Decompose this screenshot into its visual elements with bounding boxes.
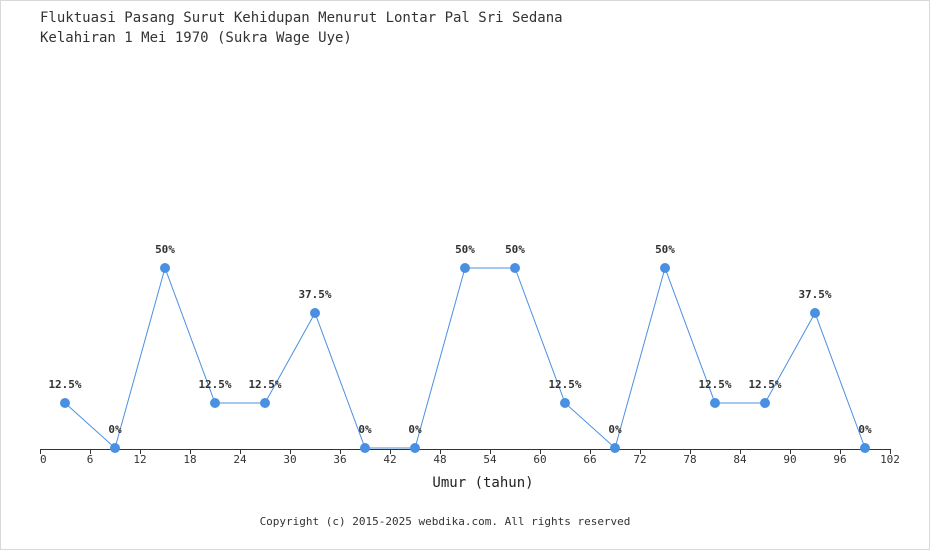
data-label: 0% (858, 423, 872, 436)
data-label: 37.5% (298, 288, 331, 301)
x-axis: 0 6 12 18 24 30 36 42 48 54 60 66 72 78 84 90 96 102 (40, 449, 900, 466)
x-tick-label: 66 (583, 453, 596, 466)
data-label: 0% (108, 423, 122, 436)
data-label: 37.5% (798, 288, 831, 301)
chart-subtitle: Kelahiran 1 Mei 1970 (Sukra Wage Uye) (40, 30, 352, 46)
data-point (260, 398, 270, 408)
data-label: 12.5% (48, 378, 81, 391)
data-point (310, 308, 320, 318)
data-label: 50% (655, 243, 675, 256)
data-point (360, 443, 370, 453)
x-axis-label: Umur (tahun) (432, 475, 533, 491)
series-line-group: 12.5% 0% 50% 12.5% 12.5% 37.5% 0% 0% 50% 50% 12.5%… (48, 243, 872, 453)
data-point (160, 263, 170, 273)
x-tick-label: 96 (833, 453, 846, 466)
data-label: 0% (408, 423, 422, 436)
data-label: 12.5% (198, 378, 231, 391)
data-point (110, 443, 120, 453)
x-tick-label: 102 (880, 453, 900, 466)
x-tick-label: 18 (183, 453, 196, 466)
data-label: 0% (608, 423, 622, 436)
data-label: 12.5% (698, 378, 731, 391)
x-tick-label: 48 (433, 453, 446, 466)
x-tick-label: 90 (783, 453, 796, 466)
data-label: 12.5% (748, 378, 781, 391)
data-point (810, 308, 820, 318)
x-tick-label: 6 (87, 453, 94, 466)
x-tick-label: 72 (633, 453, 646, 466)
data-label: 0% (358, 423, 372, 436)
x-tick-label: 54 (483, 453, 497, 466)
series-line (64, 266, 866, 449)
data-label: 50% (505, 243, 525, 256)
x-tick-label: 78 (683, 453, 696, 466)
data-label: 12.5% (548, 378, 581, 391)
data-label: 50% (155, 243, 175, 256)
x-tick-label: 0 (40, 453, 47, 466)
data-point (410, 443, 420, 453)
data-point (660, 263, 670, 273)
chart-title: Fluktuasi Pasang Surut Kehidupan Menurut… (40, 10, 563, 26)
x-tick-label: 12 (133, 453, 146, 466)
data-point (510, 263, 520, 273)
copyright-text: Copyright (c) 2015-2025 webdika.com. All… (259, 515, 631, 528)
x-tick-label: 30 (283, 453, 296, 466)
x-tick-label: 42 (383, 453, 396, 466)
x-tick-label: 60 (533, 453, 546, 466)
x-tick-label: 36 (333, 453, 346, 466)
x-tick-label: 84 (733, 453, 747, 466)
data-point (760, 398, 770, 408)
data-point (60, 398, 70, 408)
data-point (610, 443, 620, 453)
data-point (210, 398, 220, 408)
data-label: 12.5% (248, 378, 281, 391)
x-tick-label: 24 (233, 453, 247, 466)
data-label: 50% (455, 243, 475, 256)
data-point (710, 398, 720, 408)
data-point (560, 398, 570, 408)
data-point (860, 443, 870, 453)
data-point (460, 263, 470, 273)
